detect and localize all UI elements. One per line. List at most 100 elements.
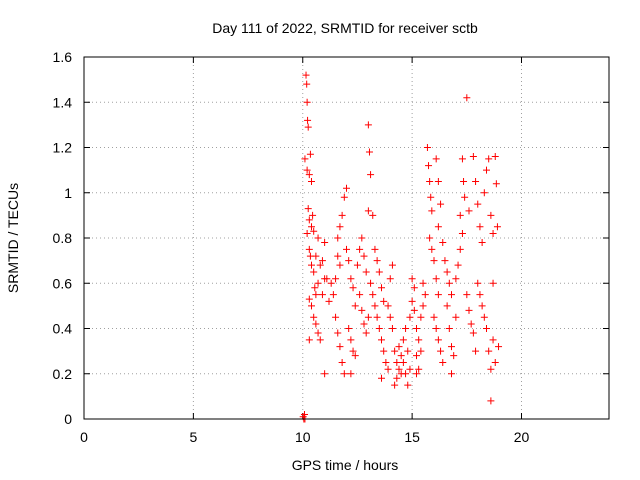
data-point xyxy=(485,347,493,355)
data-point xyxy=(316,336,324,344)
data-point xyxy=(434,336,442,344)
data-point xyxy=(426,177,434,185)
data-point xyxy=(305,171,313,179)
data-point xyxy=(467,320,475,328)
plot-frame xyxy=(83,56,610,420)
data-point xyxy=(388,261,396,269)
data-point xyxy=(452,275,460,283)
data-point xyxy=(465,207,473,215)
data-point xyxy=(474,200,482,208)
data-point xyxy=(421,291,429,299)
data-point xyxy=(395,365,403,373)
y-tick-label: 0.8 xyxy=(53,230,73,246)
data-point xyxy=(367,279,375,287)
data-point xyxy=(391,381,399,389)
data-point xyxy=(425,162,433,170)
data-point xyxy=(428,245,436,253)
data-point xyxy=(314,279,322,287)
data-point xyxy=(364,313,372,321)
y-tick-label: 0.4 xyxy=(53,321,73,337)
data-point xyxy=(441,257,449,265)
data-point xyxy=(415,336,423,344)
data-point xyxy=(426,234,434,242)
data-point xyxy=(305,245,313,253)
data-point xyxy=(391,347,399,355)
data-point xyxy=(338,211,346,219)
data-point xyxy=(305,216,313,224)
data-point xyxy=(458,155,466,163)
data-point xyxy=(375,268,383,276)
grid xyxy=(84,57,609,419)
x-tick-label: 15 xyxy=(404,429,420,445)
data-point xyxy=(312,320,320,328)
data-point xyxy=(476,291,484,299)
data-point xyxy=(371,302,379,310)
data-point xyxy=(461,193,469,201)
data-point xyxy=(360,252,368,260)
data-point xyxy=(386,313,394,321)
data-point xyxy=(448,343,455,351)
data-point xyxy=(302,71,310,79)
data-point xyxy=(364,121,372,129)
data-point xyxy=(487,397,495,405)
data-point xyxy=(463,291,471,299)
x-tick-label: 10 xyxy=(295,429,311,445)
data-point xyxy=(303,98,311,106)
data-point xyxy=(483,166,490,174)
data-point xyxy=(382,358,390,366)
data-point xyxy=(456,211,464,219)
data-point xyxy=(434,223,442,231)
data-point xyxy=(487,365,495,373)
data-point xyxy=(448,291,455,299)
data-point xyxy=(358,306,366,314)
data-point xyxy=(349,347,357,355)
data-point xyxy=(408,297,416,305)
data-point xyxy=(336,343,344,351)
data-point xyxy=(304,123,312,131)
data-point xyxy=(380,347,388,355)
x-axis-label: GPS time / hours xyxy=(292,457,399,473)
data-point xyxy=(437,200,445,208)
data-point xyxy=(417,347,425,355)
data-point xyxy=(427,193,435,201)
data-point xyxy=(380,297,388,305)
data-point xyxy=(303,166,311,174)
data-point xyxy=(489,229,497,237)
data-point xyxy=(399,336,407,344)
data-point xyxy=(445,279,453,287)
data-point xyxy=(332,313,340,321)
y-tick-label: 1.4 xyxy=(53,94,73,110)
data-point xyxy=(428,207,436,215)
data-point xyxy=(312,291,320,299)
data-point xyxy=(480,313,488,321)
data-point xyxy=(439,358,447,366)
data-point xyxy=(318,291,326,299)
data-point xyxy=(306,150,314,158)
data-point xyxy=(474,279,482,287)
data-point xyxy=(384,302,392,310)
data-point xyxy=(465,306,473,314)
data-point xyxy=(469,329,477,337)
data-point xyxy=(378,374,385,382)
data-point xyxy=(434,291,442,299)
data-point xyxy=(493,223,501,231)
data-point xyxy=(432,275,440,283)
data-point xyxy=(312,252,320,260)
data-point xyxy=(472,347,480,355)
data-point xyxy=(301,155,309,163)
data-point xyxy=(404,381,412,389)
data-point xyxy=(393,374,401,382)
data-point xyxy=(478,239,486,247)
chart-title: Day 111 of 2022, SRMTID for receiver sct… xyxy=(212,20,478,36)
data-point xyxy=(334,329,342,337)
data-point xyxy=(419,279,427,287)
data-point xyxy=(495,343,503,351)
data-point xyxy=(491,153,499,161)
x-tick-label: 20 xyxy=(514,429,530,445)
x-tick-labels: 0 5 10 15 20 xyxy=(80,429,529,445)
data-point xyxy=(430,313,438,321)
data-point xyxy=(345,257,353,265)
data-point xyxy=(308,261,315,269)
data-point xyxy=(336,261,344,269)
